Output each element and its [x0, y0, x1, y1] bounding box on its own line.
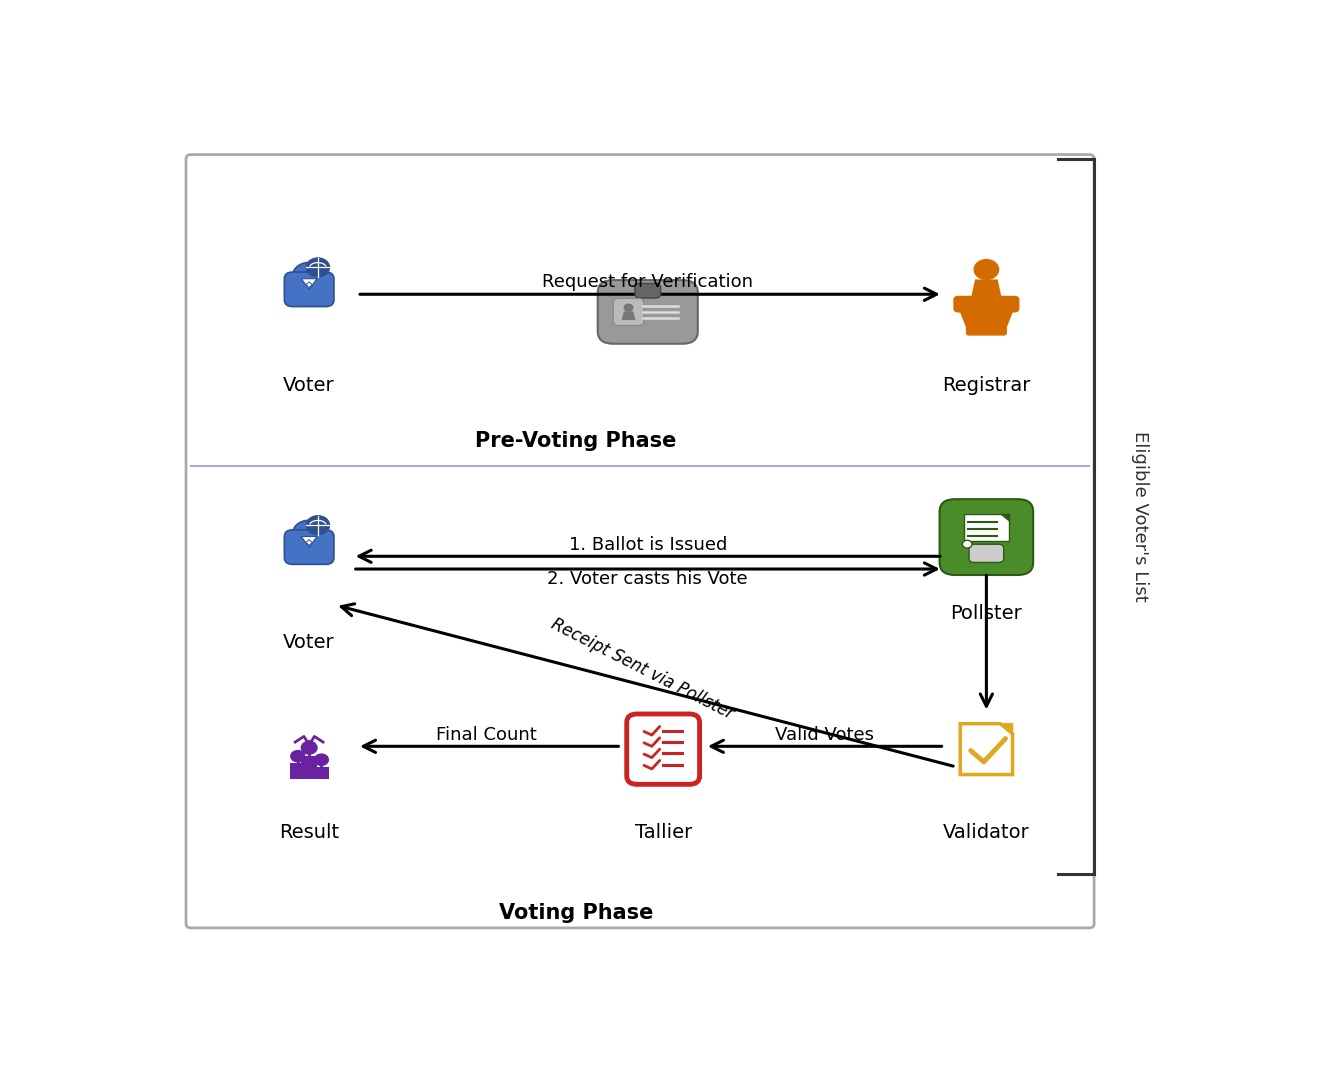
Text: Pre-Voting Phase: Pre-Voting Phase [475, 431, 677, 451]
Text: Registrar: Registrar [943, 376, 1030, 394]
Text: Valid Votes: Valid Votes [776, 726, 874, 744]
FancyBboxPatch shape [636, 283, 661, 298]
Text: Request for Verification: Request for Verification [543, 272, 753, 291]
Text: Voting Phase: Voting Phase [499, 903, 653, 923]
FancyBboxPatch shape [613, 298, 643, 325]
Text: Final Count: Final Count [436, 726, 536, 744]
Text: Pollster: Pollster [951, 604, 1022, 623]
FancyBboxPatch shape [969, 544, 1004, 563]
Bar [290, 764, 307, 779]
Text: Voter: Voter [283, 633, 335, 652]
FancyBboxPatch shape [626, 714, 699, 784]
Polygon shape [970, 280, 1002, 300]
Text: Voter: Voter [283, 376, 335, 394]
Polygon shape [1001, 724, 1013, 733]
FancyBboxPatch shape [185, 154, 1094, 928]
Text: Receipt Sent via Pollster: Receipt Sent via Pollster [548, 615, 737, 723]
Circle shape [293, 521, 326, 548]
Text: Validator: Validator [943, 823, 1030, 842]
Circle shape [974, 259, 998, 280]
Circle shape [306, 515, 330, 535]
FancyBboxPatch shape [285, 530, 334, 565]
Text: Tallier: Tallier [634, 823, 691, 842]
Text: 2. Voter casts his Vote: 2. Voter casts his Vote [547, 570, 748, 588]
Polygon shape [1001, 514, 1009, 522]
Circle shape [293, 262, 326, 289]
Polygon shape [959, 309, 1014, 326]
Polygon shape [306, 282, 312, 287]
Circle shape [291, 751, 305, 761]
Polygon shape [302, 279, 316, 289]
FancyBboxPatch shape [953, 296, 1019, 312]
Circle shape [625, 305, 633, 311]
Polygon shape [960, 724, 1013, 774]
FancyBboxPatch shape [940, 499, 1033, 575]
Circle shape [963, 540, 972, 548]
FancyBboxPatch shape [285, 272, 334, 307]
Bar [312, 767, 328, 779]
Polygon shape [621, 311, 636, 320]
Text: 1. Ballot is Issued: 1. Ballot is Issued [568, 536, 727, 554]
FancyBboxPatch shape [597, 280, 698, 343]
Circle shape [306, 258, 330, 276]
Circle shape [314, 754, 328, 766]
Circle shape [302, 741, 316, 754]
Polygon shape [306, 540, 312, 545]
Bar [301, 756, 318, 779]
FancyBboxPatch shape [967, 324, 1008, 336]
FancyBboxPatch shape [964, 514, 1009, 541]
Polygon shape [302, 537, 316, 548]
Text: Result: Result [279, 823, 339, 842]
Text: Eligible Voter's List: Eligible Voter's List [1131, 431, 1149, 602]
